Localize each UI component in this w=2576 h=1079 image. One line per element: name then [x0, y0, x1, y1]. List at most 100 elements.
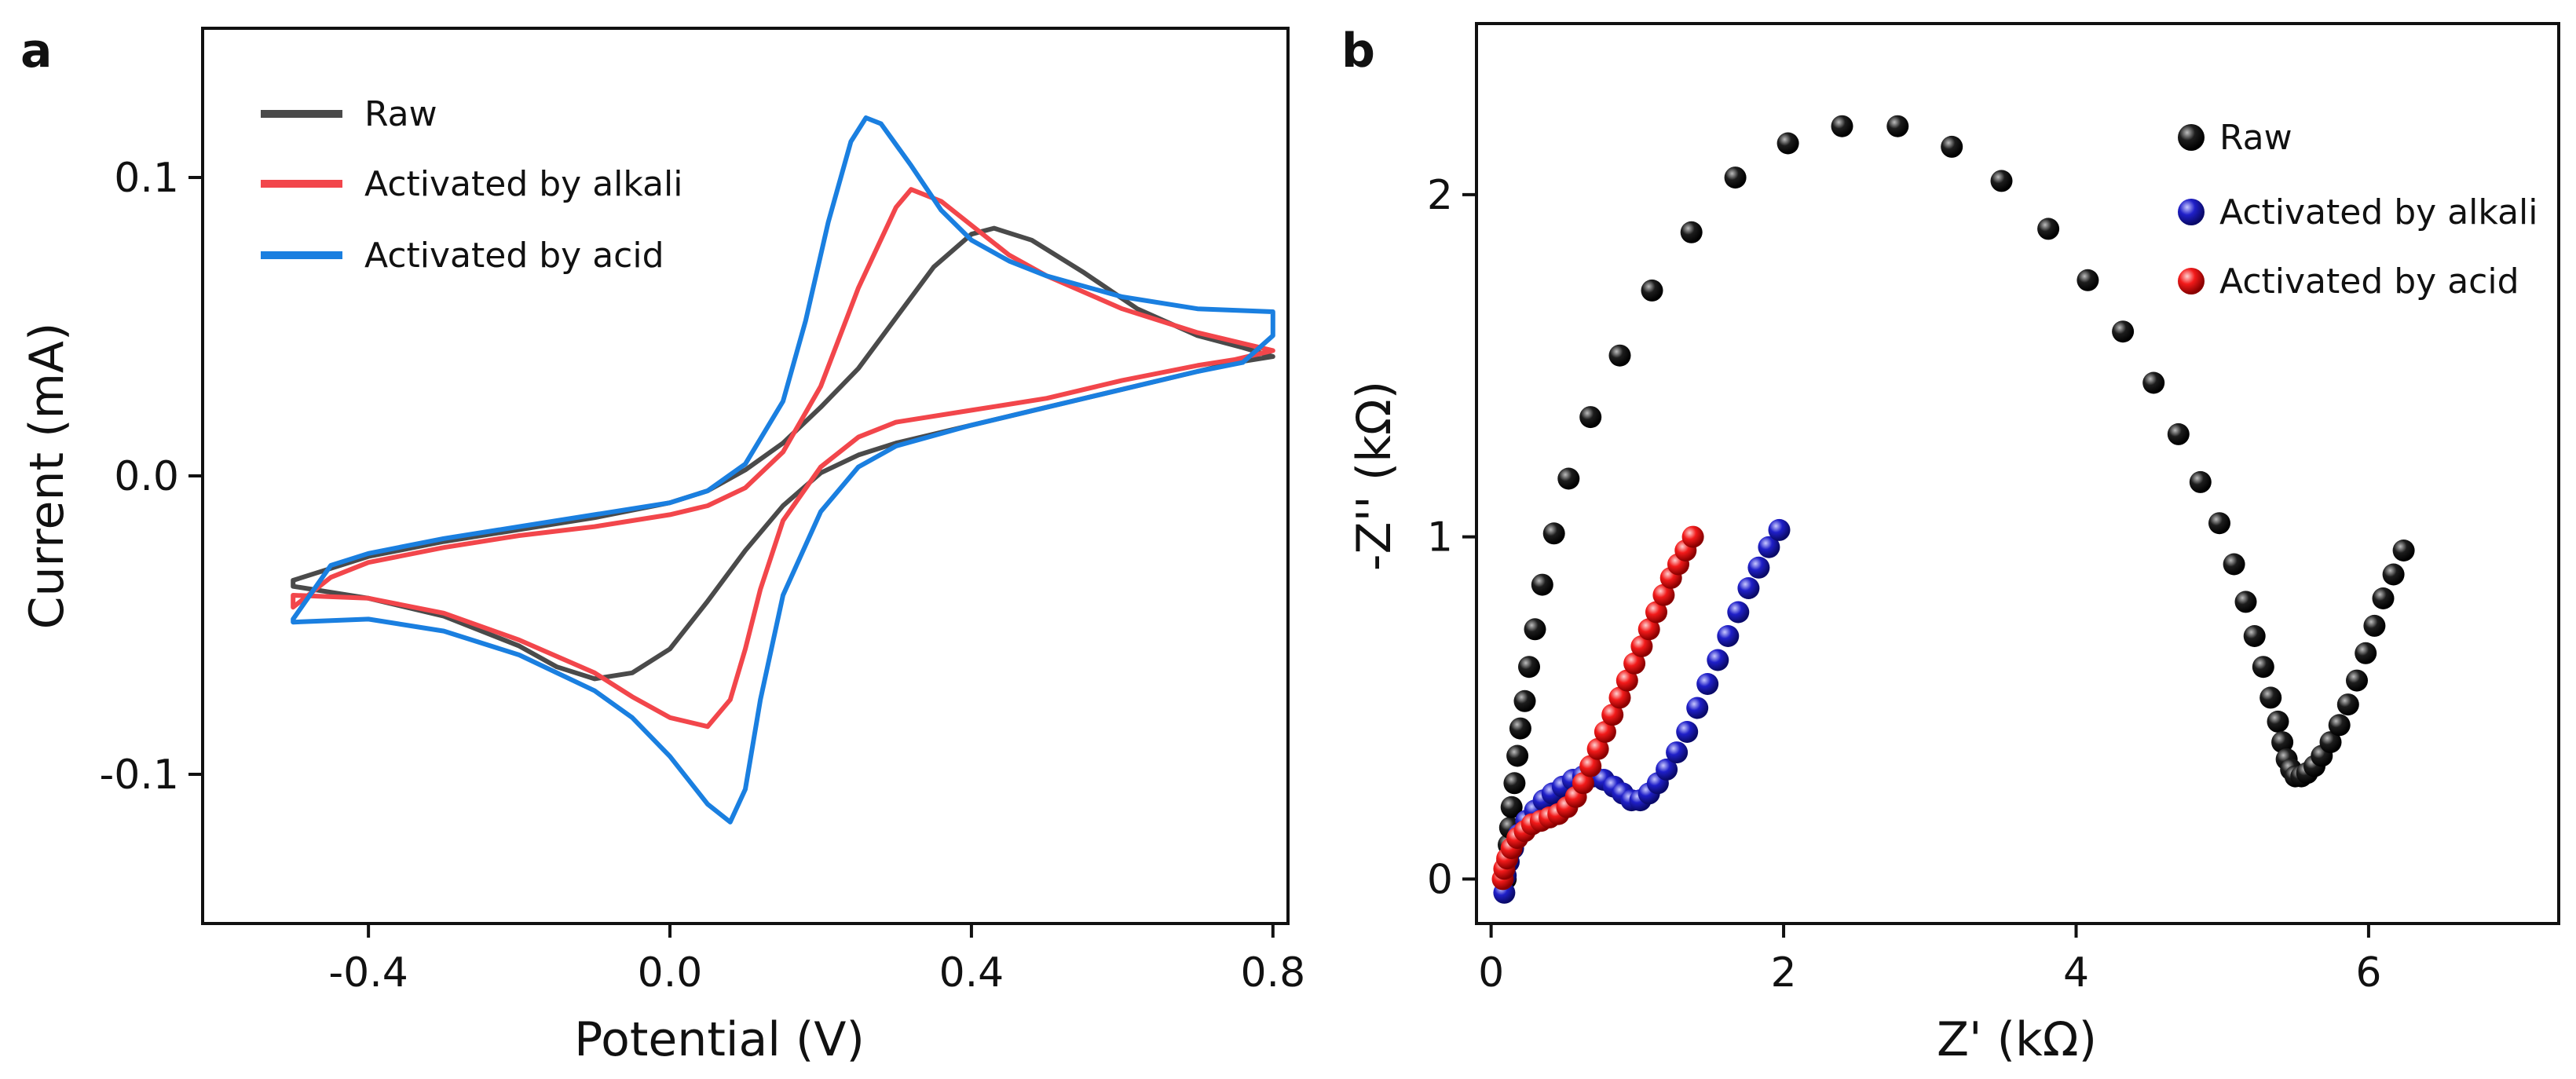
data-point-raw [2267, 710, 2289, 733]
data-point-activated-by-acid [1594, 721, 1616, 743]
x-tick-label: 0.8 [1240, 949, 1305, 997]
data-point-raw [2271, 731, 2294, 754]
data-point-activated-by-acid [1630, 635, 1653, 657]
data-point-activated-by-acid [1681, 525, 1704, 548]
data-point-raw [2077, 269, 2099, 291]
data-point-raw [1503, 772, 1526, 795]
panel-a-letter: a [20, 24, 53, 79]
data-point-activated-by-alkali [1758, 536, 1780, 558]
x-tick-label: 0.0 [638, 949, 703, 997]
data-point-raw [2319, 731, 2342, 754]
legend-label-raw: Raw [2219, 118, 2292, 158]
panel-b-y-axis-title: -Z'' (kΩ) [1347, 381, 1402, 571]
x-tick-label: 4 [2063, 949, 2089, 997]
data-point-activated-by-acid [1637, 618, 1660, 641]
data-point-activated-by-acid [1572, 772, 1594, 795]
data-point-activated-by-acid [1579, 755, 1602, 777]
data-point-activated-by-alkali [1656, 758, 1678, 781]
legend-marker-raw [2178, 124, 2205, 151]
data-point-activated-by-alkali [1696, 673, 1719, 695]
data-point-raw [1513, 689, 1536, 712]
data-point-raw [2243, 625, 2266, 647]
panel-a-legend: Raw Activated by alkali Activated by aci… [261, 94, 683, 276]
data-point-raw [2208, 512, 2230, 535]
data-point-raw [1509, 717, 1531, 740]
data-point-raw [1724, 166, 1747, 189]
y-tick-label: 0.1 [114, 155, 179, 202]
panel-a-series [291, 115, 1275, 825]
data-point-raw [2346, 669, 2368, 692]
legend-label-alkali: Activated by alkali [2219, 192, 2538, 232]
panel-b-y-ticks: 0 1 2 [1427, 172, 1476, 903]
data-point-activated-by-alkali [1737, 577, 1760, 599]
data-point-raw [2234, 591, 2257, 613]
data-point-raw [1518, 656, 1540, 678]
data-point-raw [1886, 115, 1909, 137]
data-point-raw [2112, 320, 2135, 343]
data-point-activated-by-alkali [1676, 721, 1699, 743]
data-point-activated-by-acid [1623, 652, 1646, 675]
data-point-raw [2336, 693, 2359, 716]
data-point-raw [2252, 656, 2274, 678]
data-point-raw [2382, 563, 2405, 586]
panel-b-x-axis-title: Z' (kΩ) [1937, 1012, 2097, 1067]
panel-a-x-axis-title: Potential (V) [574, 1012, 865, 1067]
data-point-raw [1524, 618, 1546, 641]
y-tick-label: 0 [1427, 856, 1453, 903]
data-point-activated-by-acid [1652, 583, 1675, 606]
data-point-raw [1579, 406, 1602, 429]
data-point-raw [1542, 522, 1565, 545]
data-point-raw [2037, 218, 2060, 240]
data-point-raw [1680, 221, 1703, 243]
data-point-activated-by-alkali [1686, 697, 1709, 719]
data-point-activated-by-acid [1601, 704, 1624, 726]
data-point-raw [2142, 371, 2165, 394]
panel-a-x-ticks: -0.4 0.0 0.4 0.8 [328, 924, 1305, 997]
panel-b-series [1491, 115, 2415, 904]
panel-a: a -0.4 0.0 0.4 0.8 -0.1 0.0 0.1 Potential (V)… [20, 24, 1305, 1067]
panel-b-legend: Raw Activated by alkali Activated by aci… [2178, 118, 2538, 302]
y-tick-label: -0.1 [100, 752, 179, 799]
legend-marker-acid [2178, 268, 2205, 294]
data-point-raw [1506, 744, 1529, 767]
data-point-activated-by-alkali [1727, 601, 1750, 624]
data-point-raw [2189, 470, 2212, 493]
data-point-raw [1941, 135, 1963, 158]
data-point-activated-by-alkali [1768, 518, 1791, 541]
data-point-raw [1641, 279, 1663, 302]
data-point-activated-by-acid [1586, 737, 1609, 760]
series-line-activated-by-acid [291, 115, 1275, 825]
y-tick-label: 2 [1427, 172, 1453, 219]
data-point-activated-by-alkali [1747, 556, 1770, 579]
y-tick-label: 0.0 [114, 453, 179, 500]
legend-label-alkali: Activated by alkali [364, 164, 683, 204]
data-point-activated-by-alkali [1717, 625, 1740, 647]
data-point-activated-by-acid [1615, 669, 1638, 692]
data-point-activated-by-acid [1645, 601, 1667, 624]
data-point-raw [2328, 714, 2351, 737]
data-point-raw [2392, 540, 2415, 561]
data-point-raw [1831, 115, 1853, 137]
data-point-raw [1557, 467, 1580, 490]
data-point-raw [1990, 170, 2013, 192]
panel-b-letter: b [1341, 24, 1375, 79]
x-tick-label: -0.4 [328, 949, 408, 997]
data-point-raw [2355, 642, 2377, 664]
data-point-raw [1531, 573, 1553, 596]
data-point-raw [2259, 686, 2282, 709]
legend-label-raw: Raw [364, 94, 437, 134]
panel-a-y-axis-title: Current (mA) [20, 323, 75, 630]
x-tick-label: 0.4 [939, 949, 1004, 997]
legend-label-acid: Activated by acid [364, 236, 664, 276]
panel-b: b 0 2 4 6 0 1 2 Z' (kΩ) -Z'' (kΩ) Raw Activat… [1341, 22, 2560, 1067]
data-point-raw [1608, 344, 1631, 367]
y-tick-label: 1 [1427, 514, 1453, 561]
legend-label-acid: Activated by acid [2219, 262, 2519, 302]
panel-b-x-ticks: 0 2 4 6 [1478, 924, 2381, 997]
data-point-raw [1500, 796, 1523, 818]
data-point-activated-by-acid [1608, 686, 1631, 709]
data-point-raw [2372, 587, 2395, 609]
legend-marker-alkali [2178, 199, 2205, 225]
data-point-activated-by-alkali [1707, 649, 1729, 671]
